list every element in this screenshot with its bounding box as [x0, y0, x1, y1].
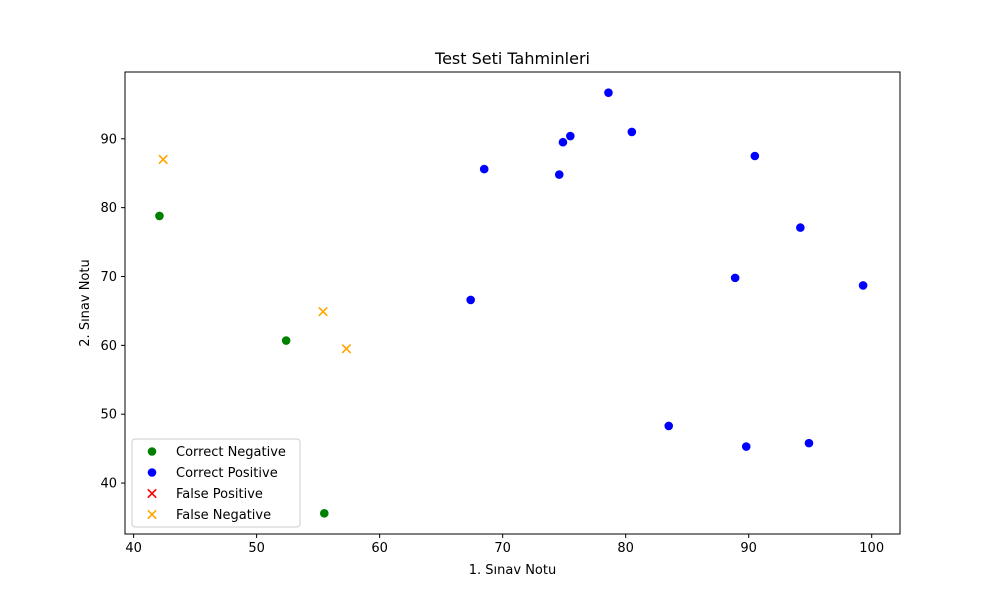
- legend-marker-correct-positive: [147, 468, 157, 477]
- y-axis-label: 2. Sınav Notu: [78, 259, 93, 346]
- correct-positive-point: [479, 164, 489, 174]
- correct-positive-point: [858, 281, 868, 290]
- x-axis-label: 1. Sınav Notu: [469, 563, 556, 578]
- y-tick-label: 40: [100, 477, 117, 492]
- plot-frame: [124, 71, 901, 535]
- x-tick-label: 60: [371, 541, 388, 556]
- legend-marker-false-positive: [147, 488, 157, 499]
- legend-marker-correct-negative: [147, 447, 157, 456]
- y-tick-label: 50: [100, 408, 117, 423]
- legend-label-false-positive: False Positive: [176, 487, 263, 502]
- correct-positive-point: [804, 438, 814, 448]
- correct-positive-point: [566, 131, 575, 141]
- correct-negative-point: [155, 211, 164, 221]
- legend-label-correct-negative: Correct Negative: [176, 445, 286, 460]
- correct-positive-point: [664, 421, 674, 431]
- correct-positive-point: [796, 223, 805, 232]
- correct-positive-point: [558, 137, 568, 147]
- legend-label-correct-positive: Correct Positive: [176, 466, 278, 481]
- false-negative-point: [318, 306, 328, 317]
- x-tick-label: 90: [740, 541, 757, 556]
- correct-positive-point: [730, 273, 740, 283]
- y-tick-label: 90: [100, 132, 117, 147]
- correct-positive-point: [604, 88, 613, 97]
- x-tick-label: 70: [494, 541, 511, 556]
- correct-negative-point: [281, 336, 291, 345]
- x-tick-label: 50: [248, 541, 265, 556]
- legend-frame: [131, 438, 301, 528]
- correct-positive-point: [466, 295, 475, 305]
- legend-marker-false-negative: [147, 509, 157, 520]
- y-tick-label: 80: [100, 201, 117, 216]
- correct-positive-point: [741, 442, 751, 451]
- correct-negative-point: [319, 509, 329, 518]
- false-negative-point: [158, 154, 168, 165]
- x-tick-label: 40: [125, 541, 142, 556]
- correct-positive-point: [750, 151, 760, 161]
- correct-positive-point: [627, 127, 637, 137]
- legend-label-false-negative: False Negative: [176, 508, 271, 523]
- y-tick-label: 70: [100, 270, 117, 285]
- plot-area: 40 50 60 70 80 90 100 40 50 60 70 80 90: [100, 71, 901, 556]
- chart-title: Test Seti Tahminleri: [434, 49, 590, 68]
- false-negative-point: [341, 344, 352, 354]
- x-tick-label: 100: [859, 541, 884, 556]
- legend: Correct Negative Correct Positive False Po…: [131, 438, 301, 528]
- x-tick-label: 80: [617, 541, 634, 556]
- y-tick-label: 60: [100, 339, 117, 354]
- correct-positive-point: [554, 170, 564, 179]
